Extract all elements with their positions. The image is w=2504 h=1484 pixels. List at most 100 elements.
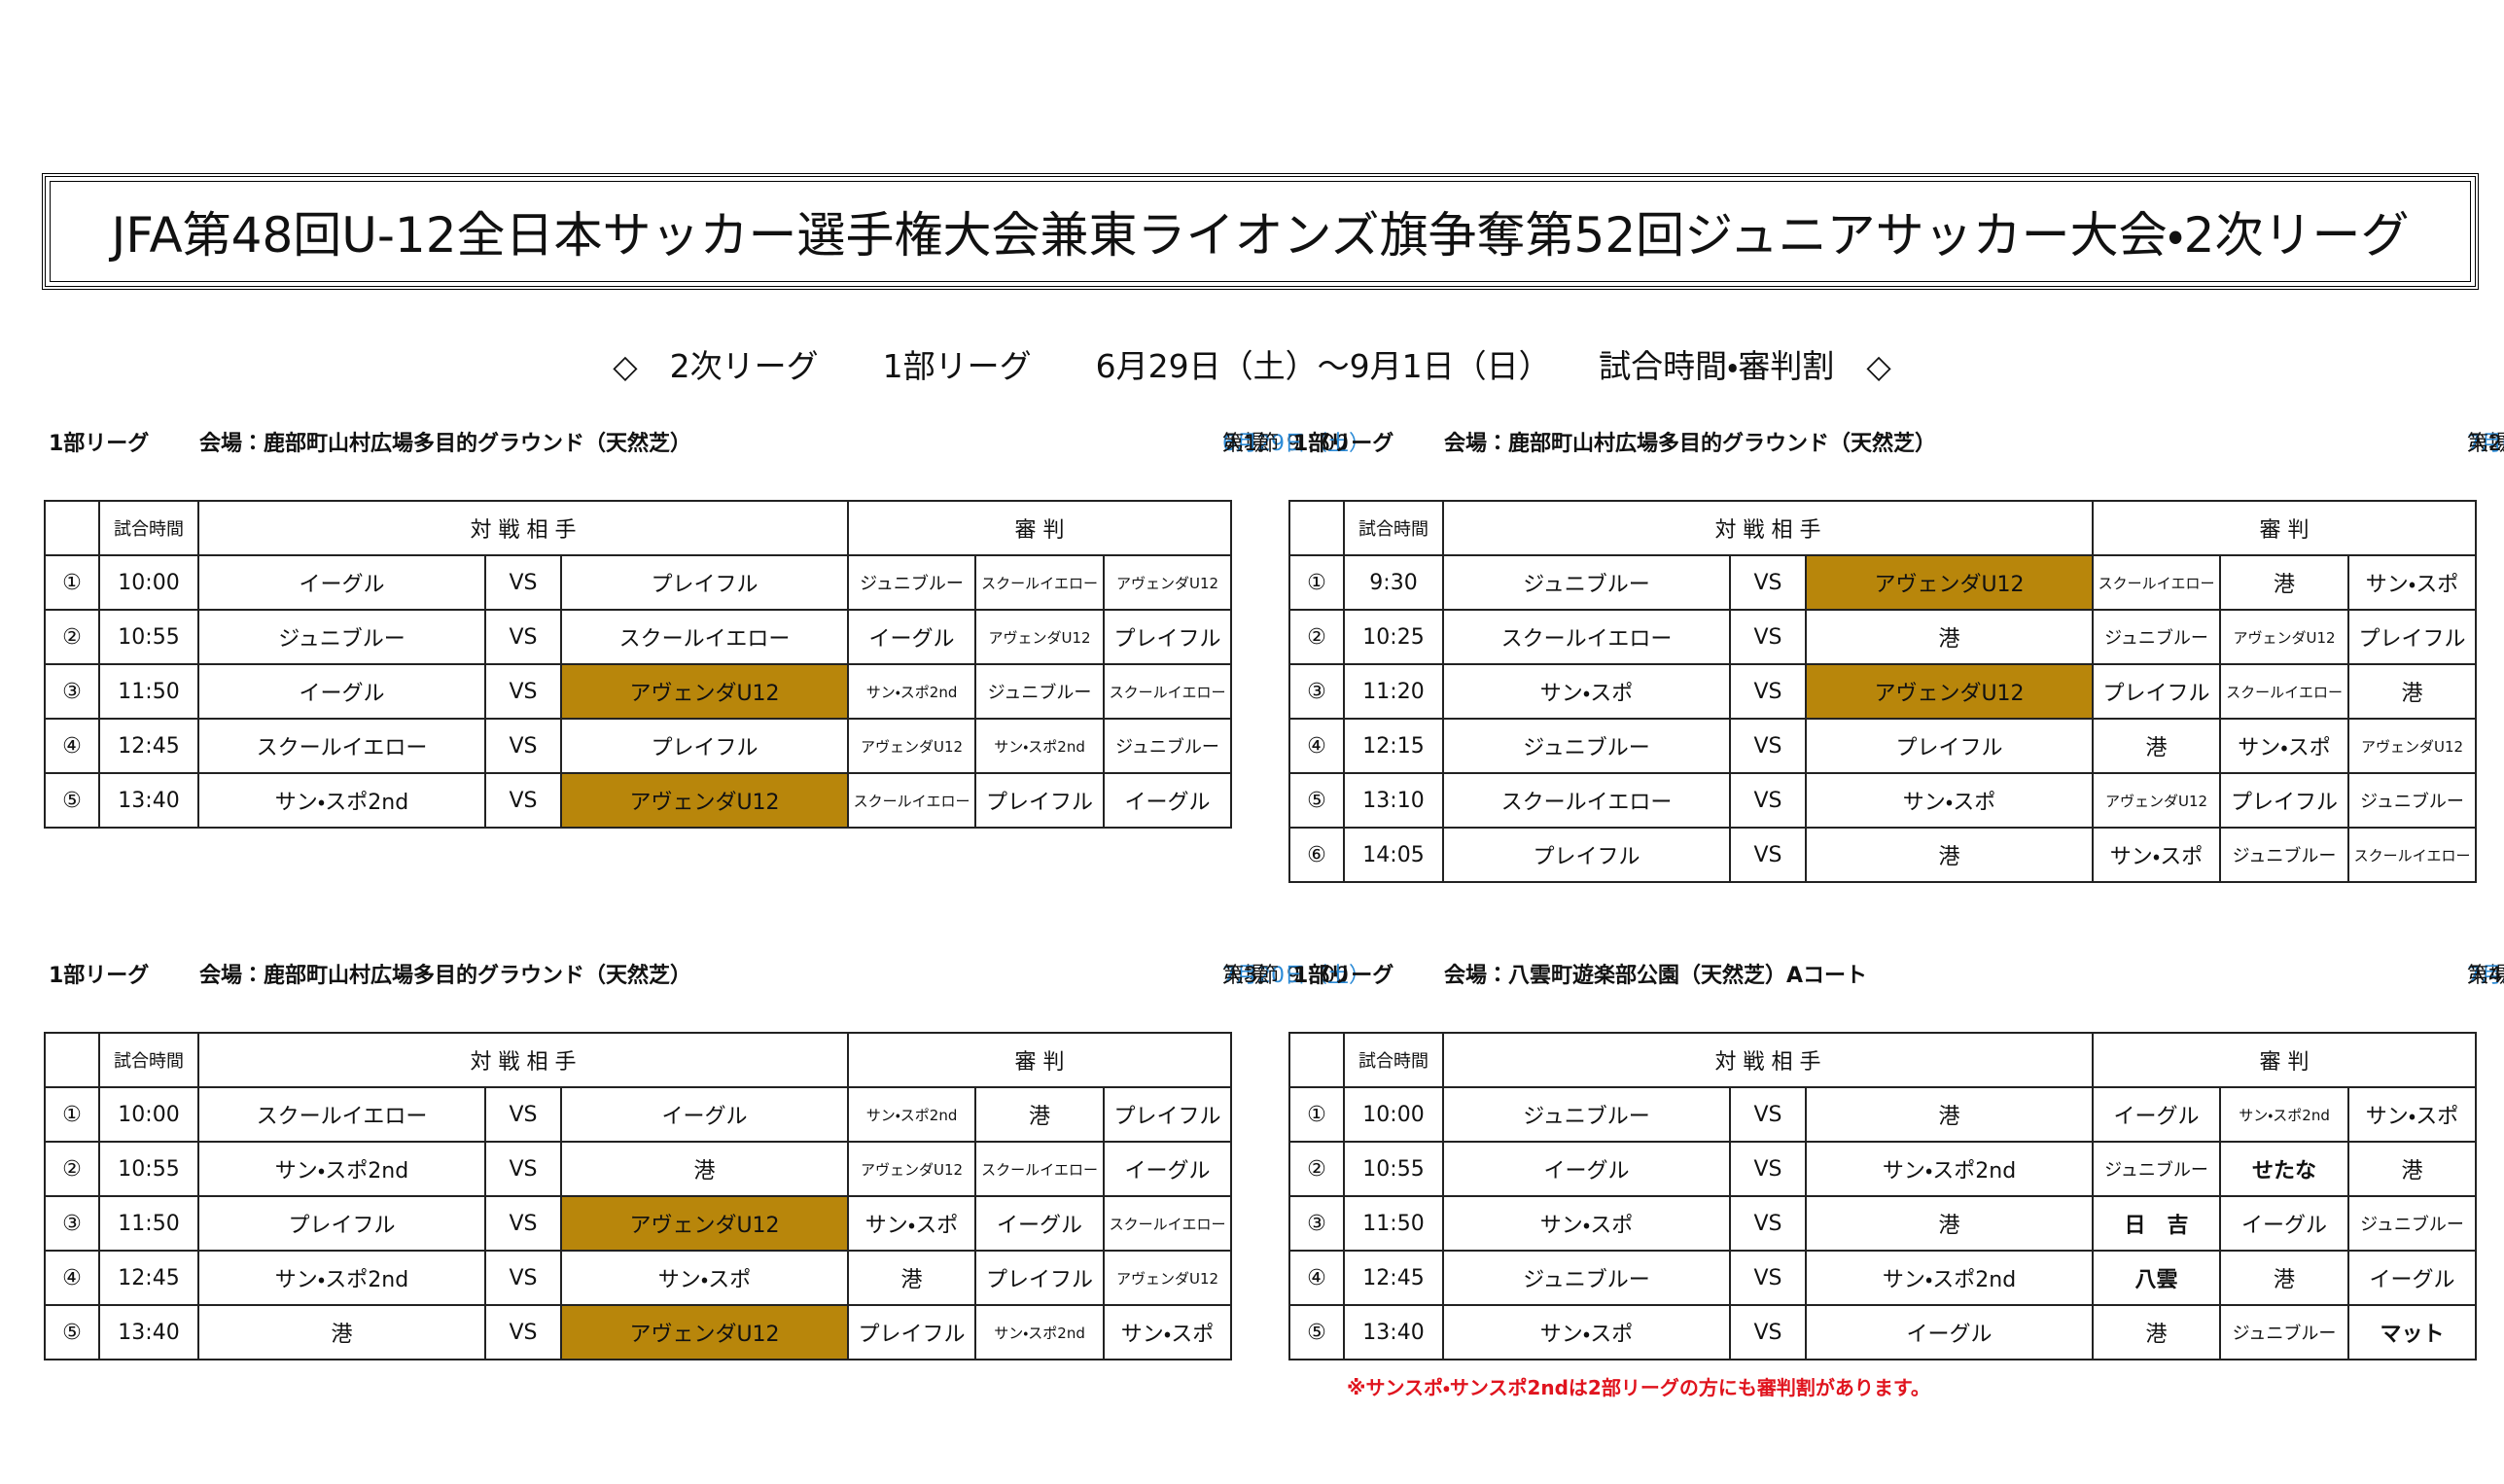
match-row: ② 10:55 サン・スポ2nd VS 港アヴェンダU12 スクールイエロー イーグル <box>44 1141 1233 1197</box>
team: プレイフル <box>559 554 850 611</box>
referee: スクールイエロー <box>2347 827 2478 883</box>
header-cell <box>44 1032 100 1088</box>
match-row: ② 10:25 スクールイエロー VS 港ジュニブルー アヴェンダU12 プレイフル <box>1288 609 2478 665</box>
header-cell: 審 判 <box>2092 1032 2478 1088</box>
match-number: ② <box>1288 609 1345 665</box>
team: VS <box>484 663 562 720</box>
referee: せたな <box>2219 1141 2350 1197</box>
match-row: ② 10:55 イーグル VS サン・スポ2nd ジュニブルー せたな港 <box>1288 1141 2478 1197</box>
team: VS <box>1729 827 1807 883</box>
header-cell <box>1288 1032 1345 1088</box>
schedule-table: 試合時間対 戦 相 手審 判 ① 10:00 スクールイエロー VS イーグル サン・スポ2… <box>44 1032 1233 1360</box>
section: 1部リーグ 会場：鹿部町山村広場多目的グラウンド（天然芝） 入場 9：00 6月29日… <box>44 426 1370 829</box>
team: サン・スポ2nd <box>197 772 486 829</box>
referee: ジュニブルー <box>2092 1141 2222 1197</box>
team: VS <box>484 609 562 665</box>
time: 11:50 <box>98 663 199 720</box>
referee: イーグル <box>847 609 977 665</box>
referee: 八雲 <box>2092 1250 2222 1306</box>
referee: プレイフル <box>974 1250 1106 1306</box>
header-cell: 対 戦 相 手 <box>1441 500 2095 556</box>
team: アヴェンダU12 <box>559 772 850 829</box>
referee: サン・スポ <box>2347 1086 2478 1143</box>
team: VS <box>484 554 562 611</box>
team: VS <box>1729 554 1807 611</box>
match-row: ① 10:00 スクールイエロー VS イーグル サン・スポ2nd 港プレイフル <box>44 1086 1233 1143</box>
team: 港 <box>197 1304 486 1360</box>
match-number: ② <box>1288 1141 1345 1197</box>
team: アヴェンダU12 <box>559 1195 850 1252</box>
team: プレイフル <box>1804 718 2095 774</box>
match-number: ⑤ <box>44 772 100 829</box>
time: 10:25 <box>1343 609 1444 665</box>
date: 7月20日（土） <box>1222 964 1370 988</box>
entry-time: 入場 9：00 <box>2467 432 2504 456</box>
header-cell: 対 戦 相 手 <box>196 1032 850 1088</box>
team: スクールイエロー <box>559 609 850 665</box>
time: 12:45 <box>98 1250 199 1306</box>
referee: ジュニブルー <box>974 663 1106 720</box>
match-row: ⑤ 13:40 サン・スポ VS イーグル港ジュニブルー マット <box>1288 1304 2478 1360</box>
match-number: ① <box>1288 554 1345 611</box>
match-number: ① <box>44 554 100 611</box>
team: 港 <box>559 1141 850 1197</box>
header-cell: 対 戦 相 手 <box>1441 1032 2095 1088</box>
referee: イーグル <box>974 1195 1106 1252</box>
date: 7月6日（土） <box>2467 432 2504 456</box>
referee: スクールイエロー <box>2219 663 2350 720</box>
team: ジュニブルー <box>1442 1086 1731 1143</box>
referee: ジュニブルー <box>2092 609 2222 665</box>
referee: アヴェンダU12 <box>1103 554 1233 611</box>
header-cell: 試合時間 <box>98 1032 199 1088</box>
time: 13:40 <box>98 772 199 829</box>
time: 10:55 <box>98 1141 199 1197</box>
match-row: ④ 12:15 ジュニブルー VS プレイフル港サン・スポ アヴェンダU12 <box>1288 718 2478 774</box>
time: 12:45 <box>98 718 199 774</box>
team: スクールイエロー <box>1442 772 1731 829</box>
section-header: 1部リーグ 会場：鹿部町山村広場多目的グラウンド（天然芝） 入場 9：00 7月20日… <box>44 958 1370 993</box>
match-number: ③ <box>44 1195 100 1252</box>
match-number: ③ <box>44 663 100 720</box>
team: ジュニブルー <box>1442 1250 1731 1306</box>
match-row: ① 10:00 ジュニブルー VS 港イーグル サン・スポ2nd サン・スポ <box>1288 1086 2478 1143</box>
referee: サン・スポ2nd <box>847 1086 977 1143</box>
match-row: ① 9:30 ジュニブルー VS アヴェンダU12 スクールイエロー港サン・スポ <box>1288 554 2478 611</box>
referee: サン・スポ <box>2347 554 2478 611</box>
schedule-table: 試合時間対 戦 相 手審 判 ① 9:30 ジュニブルー VS アヴェンダU12 スクールイ… <box>1288 500 2478 883</box>
referee: 港 <box>847 1250 977 1306</box>
title: JFA第48回U-12全日本サッカー選手権大会兼東ライオンズ旗争奪第52回ジュニ… <box>42 173 2479 290</box>
referee: サン・スポ <box>2092 827 2222 883</box>
team: VS <box>484 1195 562 1252</box>
referee: アヴェンダU12 <box>2219 609 2350 665</box>
section-header: 1部リーグ 会場：鹿部町山村広場多目的グラウンド（天然芝） 入場 9：00 6月29日… <box>44 426 1370 461</box>
header-cell: 試合時間 <box>1343 500 1444 556</box>
referee: ジュニブルー <box>2219 827 2350 883</box>
time: 11:20 <box>1343 663 1444 720</box>
time: 11:50 <box>1343 1195 1444 1252</box>
match-number: ③ <box>1288 663 1345 720</box>
match-row: ⑤ 13:40 港 VS アヴェンダU12 プレイフル サン・スポ2nd サン・スポ <box>44 1304 1233 1360</box>
match-row: ④ 12:45 スクールイエロー VS プレイフル アヴェンダU12 サン・スポ2nd ジュニ… <box>44 718 1233 774</box>
team: VS <box>1729 1195 1807 1252</box>
header-row: 試合時間対 戦 相 手審 判 <box>44 500 1233 556</box>
team: ジュニブルー <box>1442 718 1731 774</box>
team: アヴェンダU12 <box>559 1304 850 1360</box>
team: VS <box>1729 1141 1807 1197</box>
header-cell: 試合時間 <box>98 500 199 556</box>
referee: スクールイエロー <box>974 554 1106 611</box>
team: サン・スポ <box>1442 663 1731 720</box>
team: アヴェンダU12 <box>1804 663 2095 720</box>
referee: イーグル <box>2092 1086 2222 1143</box>
team: スクールイエロー <box>197 1086 486 1143</box>
match-row: ④ 12:45 ジュニブルー VS サン・スポ2nd 八雲港イーグル <box>1288 1250 2478 1306</box>
section-header: 1部リーグ 会場：鹿部町山村広場多目的グラウンド（天然芝） 入場 9：007月6日（… <box>1288 426 2504 461</box>
referee: アヴェンダU12 <box>2092 772 2222 829</box>
referee: ジュニブルー <box>2219 1304 2350 1360</box>
referee: 港 <box>2092 1304 2222 1360</box>
team: サン・スポ <box>559 1250 850 1306</box>
referee: プレイフル <box>1103 1086 1233 1143</box>
team: ジュニブルー <box>1442 554 1731 611</box>
venue: 会場：八雲町遊楽部公園（天然芝）Aコート <box>1444 964 1868 988</box>
header-cell: 審 判 <box>847 500 1233 556</box>
match-row: ③ 11:50 プレイフル VS アヴェンダU12 サン・スポ イーグル スクールイエロー <box>44 1195 1233 1252</box>
